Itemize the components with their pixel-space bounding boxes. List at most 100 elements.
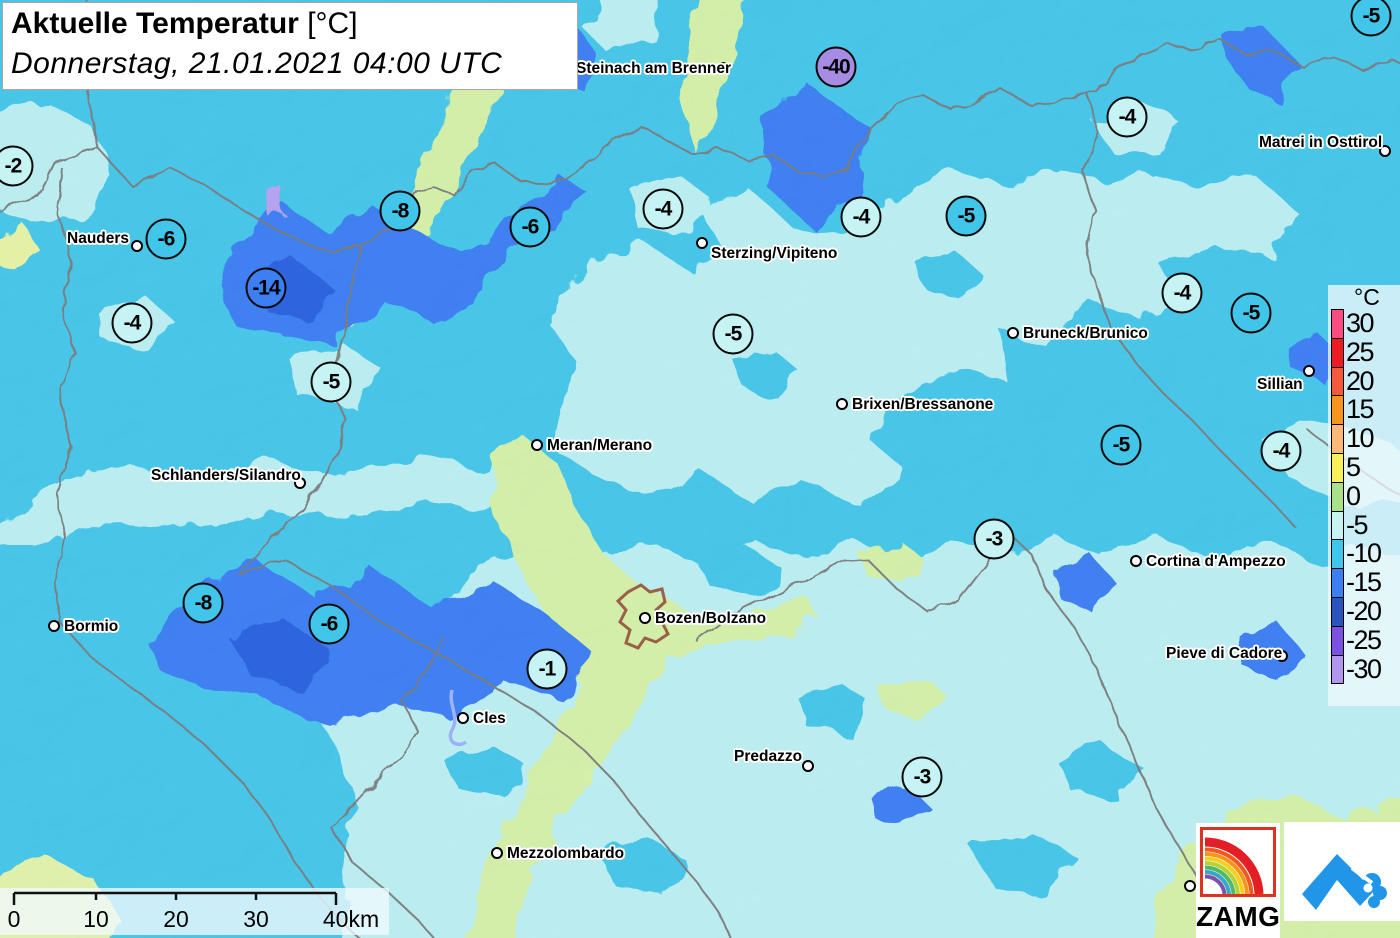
city-label-bruneck-brunico: Bruneck/Brunico [1023, 325, 1148, 342]
station-bubble: -8 [379, 190, 421, 232]
legend-value: -30 [1346, 653, 1382, 684]
city-label-sterzing-vipiteno: Sterzing/Vipiteno [711, 245, 838, 262]
station-bubble: -8 [182, 582, 224, 624]
station-bubble: -5 [945, 195, 987, 237]
legend-entry: -5 [1328, 510, 1400, 541]
legend-entry: 5 [1328, 451, 1400, 483]
city-label-cles: Cles [473, 710, 506, 727]
legend-entry: 10 [1328, 423, 1400, 454]
station-bubble: -6 [509, 206, 551, 248]
scale-bar-ruler [12, 891, 338, 905]
station-bubble: -5 [1350, 0, 1392, 37]
legend-color-swatch [1331, 625, 1344, 656]
city-label-pieve-di-cadore: Pieve di Cadore [1166, 645, 1283, 662]
legend-color-swatch [1331, 309, 1344, 339]
legend-color-swatch [1331, 337, 1344, 368]
legend-value: 30 [1346, 308, 1375, 338]
bozen-city-boundary [615, 583, 670, 650]
legend-entry: 20 [1328, 365, 1400, 397]
legend-color-swatch [1331, 596, 1344, 627]
legend-entry: -15 [1328, 567, 1400, 598]
scale-bar-label: 20 [163, 906, 189, 932]
city-label-mezzolombardo: Mezzolombardo [507, 845, 625, 862]
city-label-steinach-am-brenner: Steinach am Brenner [576, 60, 732, 77]
legend-unit-label: °C [1354, 284, 1380, 310]
city-marker [1184, 880, 1196, 892]
legend-entry: -10 [1328, 538, 1400, 570]
station-bubble: -4 [111, 302, 153, 344]
legend-entry: -30 [1328, 653, 1400, 685]
city-marker-matrei-in-osttirol [1379, 145, 1391, 157]
station-bubble: -5 [712, 313, 754, 355]
city-label-bozen-bolzano: Bozen/Bolzano [655, 610, 767, 627]
city-marker-schlanders-silandro [294, 477, 306, 489]
station-bubble: -4 [1260, 430, 1302, 472]
city-marker-mezzolombardo [491, 847, 503, 859]
scale-bar-label: 0 [7, 906, 21, 932]
station-bubble: -5 [310, 361, 352, 403]
city-label-bormio: Bormio [64, 618, 119, 635]
station-bubble: -3 [973, 518, 1015, 560]
legend-value: 20 [1346, 365, 1375, 396]
legend-color-swatch [1331, 539, 1344, 570]
river [448, 689, 468, 747]
station-bubble: -4 [1106, 96, 1148, 138]
city-marker-cles [457, 712, 469, 724]
city-marker-cortina-d-ampezzo [1130, 555, 1142, 567]
city-marker-brixen-bressanone [836, 398, 848, 410]
zamg-logo[interactable]: ZAMG [1196, 823, 1280, 938]
legend-color-swatch [1331, 568, 1344, 598]
station-bubble: -2 [0, 145, 34, 187]
legend-value: 25 [1346, 336, 1375, 367]
station-bubble: -6 [145, 218, 187, 260]
legend-color-swatch [1331, 481, 1344, 512]
legend-color-swatch [1331, 452, 1344, 483]
station-bubble: -4 [642, 188, 684, 230]
legend-value: -20 [1346, 595, 1382, 626]
legend-entry: -20 [1328, 595, 1400, 627]
city-label-sillian: Sillian [1257, 376, 1303, 393]
legend-color-swatch [1331, 395, 1344, 426]
legend-value: 15 [1346, 394, 1375, 425]
city-label-nauders: Nauders [67, 230, 130, 247]
scale-bar-label: 30 [243, 906, 269, 932]
station-bubble: -6 [308, 603, 350, 645]
station-bubble: -40 [815, 46, 857, 88]
legend-value: -10 [1346, 538, 1382, 569]
legend-entry: -25 [1328, 624, 1400, 656]
suedtirol-weather-logo[interactable] [1284, 822, 1400, 921]
legend-value: 10 [1346, 423, 1375, 454]
city-marker-pieve-di-cadore [1276, 650, 1288, 662]
legend-entries: 30 25 20 15 10 5 0 -5 -10 -15 -20 -25 -30 [1328, 308, 1400, 685]
legend-entry: 30 [1328, 308, 1400, 339]
city-label-brixen-bressanone: Brixen/Bressanone [852, 396, 994, 413]
city-label-cortina-d-ampezzo: Cortina d'Ampezzo [1146, 553, 1286, 570]
city-label-meran-merano: Meran/Merano [547, 437, 653, 454]
scale-bar: 0 10 20 30 40km [0, 888, 389, 935]
legend-value: -15 [1346, 567, 1382, 598]
temperature-legend: °C 30 25 20 15 10 5 0 -5 -10 -15 -20 -25 -30 [1328, 285, 1400, 706]
city-marker-meran-merano [531, 439, 543, 451]
city-marker-predazzo [802, 760, 814, 772]
city-marker-steinach-am-brenner [717, 62, 729, 74]
legend-entry: 0 [1328, 480, 1400, 512]
station-bubble: -4 [840, 196, 882, 238]
legend-value: 5 [1346, 451, 1361, 482]
station-bubble: -5 [1100, 424, 1142, 466]
city-marker-sillian [1303, 365, 1315, 377]
station-bubble: -4 [1161, 272, 1203, 314]
scale-bar-label: 40km [322, 906, 380, 932]
city-marker-bozen-bolzano [639, 612, 651, 624]
legend-color-swatch [1331, 510, 1344, 541]
legend-value: -25 [1346, 624, 1382, 655]
map-title-box: Aktuelle Temperatur [°C] Donnerstag, 21.… [2, 2, 578, 90]
zamg-rainbow-icon [1200, 827, 1276, 897]
legend-value: 0 [1346, 480, 1361, 511]
station-bubble: -5 [1230, 292, 1272, 334]
city-label-predazzo: Predazzo [734, 748, 803, 765]
legend-color-swatch [1331, 366, 1344, 397]
station-bubble: -3 [901, 756, 943, 798]
scale-bar-label: 10 [83, 906, 109, 932]
city-label-schlanders-silandro: Schlanders/Silandro [151, 467, 301, 484]
